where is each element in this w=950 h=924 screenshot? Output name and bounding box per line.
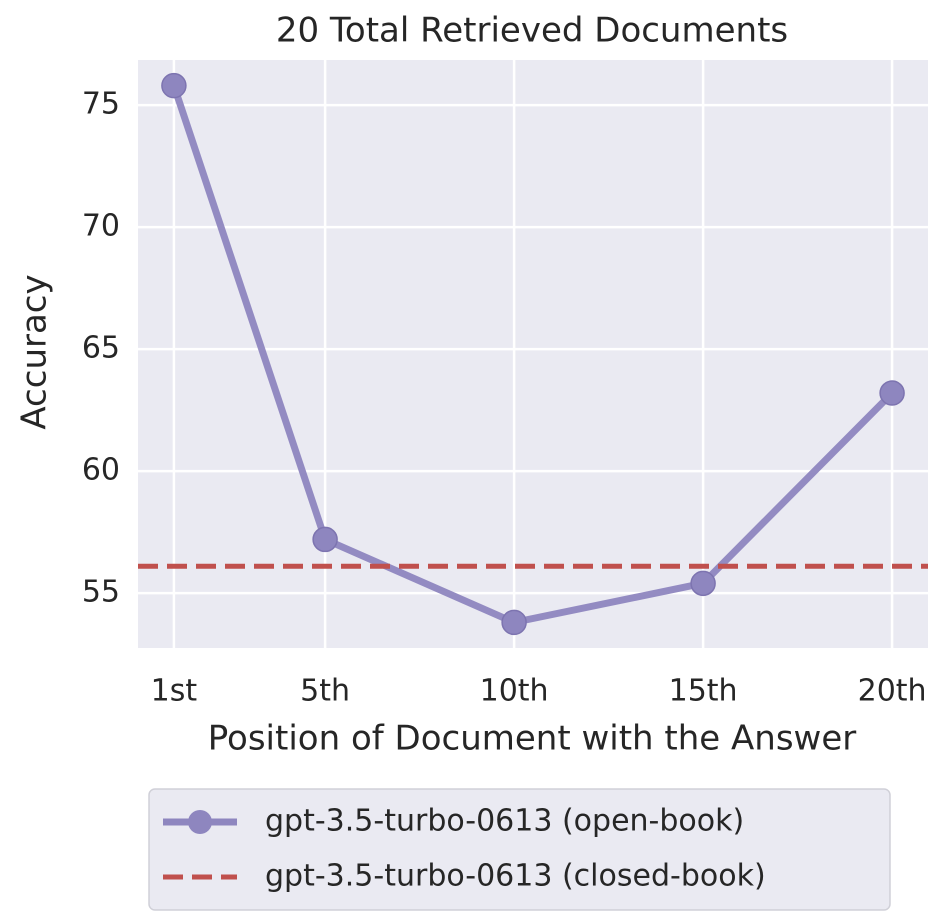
x-axis-label: Position of Document with the Answer <box>208 719 857 759</box>
point <box>879 380 905 406</box>
point <box>690 570 716 597</box>
point <box>161 72 187 99</box>
y-tick-label: 65 <box>82 331 120 366</box>
y-tick-label: 75 <box>82 87 120 122</box>
x-tick-label: 5th <box>300 674 350 709</box>
x-tick-label: 10th <box>480 674 549 709</box>
legend-marker <box>188 810 212 834</box>
y-tick-label: 60 <box>82 453 120 488</box>
y-tick-label: 70 <box>82 209 120 244</box>
y-tick-label: 55 <box>82 575 120 610</box>
plot-area <box>138 60 928 648</box>
point <box>312 526 338 553</box>
legend-label: gpt-3.5-turbo-0613 (open-book) <box>265 804 744 839</box>
x-tick-label: 15th <box>669 674 738 709</box>
chart-title: 20 Total Retrieved Documents <box>276 11 788 51</box>
legend-box <box>148 788 891 911</box>
point <box>501 609 527 636</box>
x-tick-label: 1st <box>151 674 198 709</box>
y-axis-label: Accuracy <box>15 274 55 429</box>
legend-label: gpt-3.5-turbo-0613 (closed-book) <box>265 859 766 894</box>
x-tick-label: 20th <box>858 674 927 709</box>
